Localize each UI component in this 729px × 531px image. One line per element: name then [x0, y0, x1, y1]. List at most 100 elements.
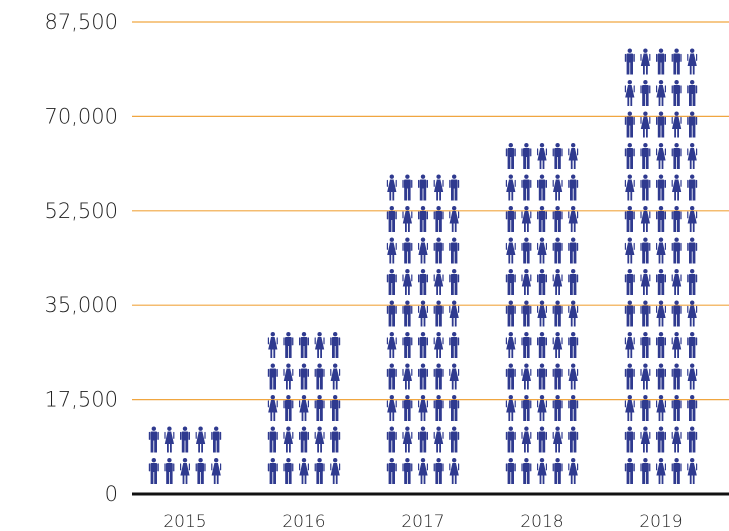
woman-icon: [568, 206, 579, 232]
man-icon: [624, 300, 635, 327]
woman-icon: [671, 332, 682, 358]
bar-2017: [386, 174, 460, 484]
woman-icon: [552, 426, 563, 453]
man-icon: [671, 395, 682, 421]
woman-icon: [687, 206, 698, 232]
man-icon: [624, 269, 635, 295]
man-icon: [656, 332, 666, 358]
man-icon: [671, 237, 682, 264]
woman-icon: [505, 174, 516, 201]
man-icon: [552, 458, 563, 484]
y-tick-label: 35,000: [45, 293, 118, 317]
woman-icon: [195, 426, 206, 453]
woman-icon: [433, 332, 444, 358]
man-icon: [624, 143, 635, 169]
bar-2018: [505, 143, 579, 484]
man-icon: [299, 363, 309, 390]
woman-icon: [386, 332, 397, 358]
man-icon: [330, 426, 341, 453]
woman-icon: [624, 332, 635, 358]
man-icon: [687, 174, 698, 201]
woman-icon: [640, 48, 651, 75]
man-icon: [537, 174, 547, 201]
man-icon: [624, 426, 635, 453]
man-icon: [568, 174, 579, 201]
man-icon: [656, 426, 666, 453]
woman-icon: [505, 237, 516, 264]
man-icon: [386, 363, 397, 390]
woman-icon: [537, 237, 547, 264]
man-icon: [164, 458, 175, 484]
woman-icon: [568, 458, 579, 484]
woman-icon: [640, 363, 651, 390]
man-icon: [552, 206, 563, 232]
woman-icon: [537, 395, 547, 421]
man-icon: [418, 269, 428, 295]
woman-icon: [386, 395, 397, 421]
man-icon: [521, 332, 532, 358]
man-icon: [521, 300, 532, 327]
woman-icon: [418, 458, 428, 484]
woman-icon: [433, 174, 444, 201]
pictograph-bars: [148, 48, 698, 484]
woman-icon: [267, 332, 278, 358]
x-tick-label: 2017: [401, 512, 444, 531]
woman-icon: [386, 174, 397, 201]
man-icon: [386, 269, 397, 295]
man-icon: [449, 237, 460, 264]
woman-icon: [552, 332, 563, 358]
man-icon: [656, 111, 666, 138]
man-icon: [402, 300, 413, 327]
woman-icon: [449, 300, 460, 327]
man-icon: [568, 426, 579, 453]
woman-icon: [283, 426, 294, 453]
man-icon: [687, 80, 698, 106]
woman-icon: [671, 174, 682, 201]
woman-icon: [433, 269, 444, 295]
man-icon: [330, 395, 341, 421]
man-icon: [640, 143, 651, 169]
woman-icon: [640, 269, 651, 295]
woman-icon: [402, 269, 413, 295]
man-icon: [314, 363, 325, 390]
woman-icon: [671, 269, 682, 295]
man-icon: [640, 80, 651, 106]
man-icon: [433, 395, 444, 421]
man-icon: [418, 332, 428, 358]
man-icon: [449, 332, 460, 358]
man-icon: [537, 269, 547, 295]
man-icon: [687, 332, 698, 358]
bar-2015: [148, 426, 222, 484]
man-icon: [537, 332, 547, 358]
man-icon: [283, 395, 294, 421]
y-tick-label: 70,000: [45, 104, 118, 128]
man-icon: [537, 206, 547, 232]
woman-icon: [624, 395, 635, 421]
woman-icon: [671, 111, 682, 138]
man-icon: [386, 300, 397, 327]
man-icon: [386, 458, 397, 484]
man-icon: [687, 269, 698, 295]
man-icon: [624, 458, 635, 484]
woman-icon: [449, 363, 460, 390]
woman-icon: [299, 395, 309, 421]
man-icon: [656, 269, 666, 295]
woman-icon: [656, 80, 666, 106]
man-icon: [386, 206, 397, 232]
woman-icon: [640, 426, 651, 453]
woman-icon: [687, 143, 698, 169]
woman-icon: [656, 143, 666, 169]
man-icon: [656, 48, 666, 75]
man-icon: [267, 458, 278, 484]
man-icon: [402, 174, 413, 201]
man-icon: [671, 363, 682, 390]
man-icon: [418, 206, 428, 232]
man-icon: [386, 426, 397, 453]
woman-icon: [283, 363, 294, 390]
man-icon: [640, 174, 651, 201]
woman-icon: [521, 426, 532, 453]
man-icon: [505, 426, 516, 453]
man-icon: [552, 143, 563, 169]
bar-2019: [624, 48, 698, 484]
